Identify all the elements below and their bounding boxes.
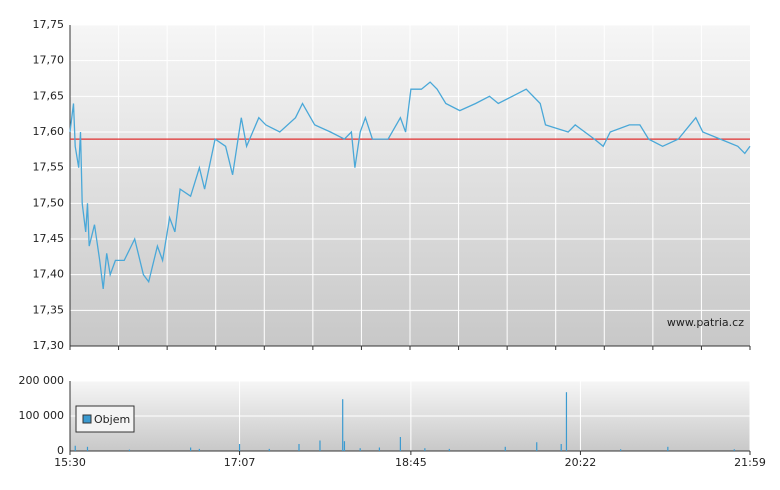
y-tick-label: 0 (57, 444, 64, 457)
volume-bar (733, 449, 735, 451)
legend-label: Objem (94, 413, 130, 426)
volume-bar (359, 448, 361, 451)
y-tick-label: 17,35 (33, 303, 65, 316)
y-tick-label: 17,75 (33, 18, 65, 31)
volume-bar (424, 448, 426, 451)
y-tick-label: 17,70 (33, 54, 65, 67)
volume-bar (399, 437, 401, 451)
y-tick-label: 17,50 (33, 196, 65, 209)
volume-bar (560, 444, 562, 451)
volume-bar (342, 399, 344, 451)
volume-bar (378, 447, 381, 451)
volume-bar (565, 392, 568, 451)
y-tick-label: 17,60 (33, 125, 65, 138)
y-tick-label: 100 000 (19, 409, 65, 422)
volume-bar (620, 449, 622, 451)
volume-bar (448, 448, 450, 451)
volume-bar (343, 441, 346, 451)
volume-bar (298, 444, 300, 451)
volume-bar (319, 440, 321, 451)
volume-bar (238, 444, 241, 451)
volume-bar (536, 442, 538, 451)
volume-bar (190, 447, 192, 451)
volume-bar (86, 446, 89, 451)
volume-bar (504, 446, 506, 451)
x-tick-label: 18:45 (395, 456, 427, 469)
y-tick-label: 17,45 (33, 232, 65, 245)
watermark: www.patria.cz (667, 316, 744, 329)
legend (75, 405, 135, 433)
x-tick-label: 17:07 (224, 456, 256, 469)
volume-bar (74, 445, 76, 451)
y-tick-label: 17,65 (33, 89, 65, 102)
legend-swatch (82, 414, 92, 424)
volume-bar (667, 446, 669, 451)
volume-bar (128, 449, 131, 451)
y-tick-label: 17,30 (33, 339, 65, 352)
y-tick-label: 200 000 (19, 374, 65, 387)
volume-bar (268, 448, 270, 451)
price-line (69, 81, 751, 289)
x-tick-label: 20:22 (565, 456, 597, 469)
y-tick-label: 17,40 (33, 268, 65, 281)
volume-bar (198, 448, 200, 451)
y-tick-label: 17,55 (33, 161, 65, 174)
x-tick-label: 15:30 (54, 456, 86, 469)
x-tick-label: 21:59 (734, 456, 766, 469)
